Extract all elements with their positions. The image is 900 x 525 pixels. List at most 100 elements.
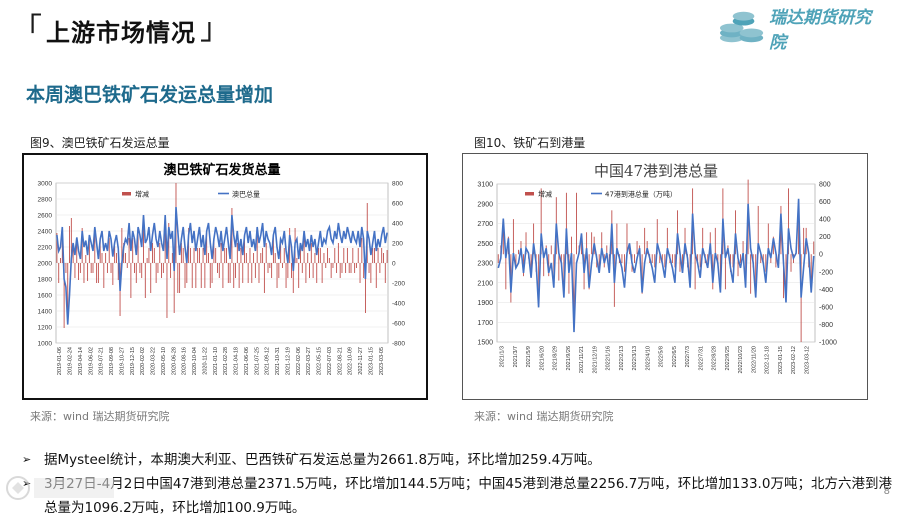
bar-change <box>364 263 366 313</box>
bar-change <box>69 226 70 263</box>
bar-change <box>565 192 567 255</box>
x-tick-label: 2019-09-08 <box>109 347 115 375</box>
bar-change <box>512 219 514 255</box>
bar-change <box>305 263 307 283</box>
bar-change <box>377 248 379 263</box>
bar-change <box>677 210 678 255</box>
bar-change <box>63 263 65 328</box>
x-tick-label: 2022/8/28 <box>712 346 718 370</box>
bar-change <box>586 232 588 255</box>
bar-change <box>543 254 545 277</box>
bar-change <box>202 248 204 263</box>
bar-change <box>263 263 265 293</box>
x-tick-label: 2020-11-22 <box>202 347 208 375</box>
bar-change <box>788 188 789 255</box>
bar-change <box>755 254 757 285</box>
bar-change <box>772 236 774 255</box>
x-tick-label: 2020-08-16 <box>182 347 188 375</box>
bar-change <box>153 248 155 263</box>
bar-change <box>629 245 630 255</box>
x-tick-label: 2022/7/3 <box>685 346 691 367</box>
x-tick-label: 2021/5/9 <box>526 346 532 367</box>
y-left-tick-label: 3000 <box>38 181 53 188</box>
bar-change <box>588 254 590 290</box>
fig10-caption: 图10、铁矿石到港量 <box>474 136 586 150</box>
y-right-tick-label: 600 <box>819 199 831 206</box>
bar-change <box>173 263 175 313</box>
bar-change <box>265 243 267 263</box>
bar-change <box>238 263 240 288</box>
bar-change <box>505 254 507 290</box>
bar-change <box>327 248 329 263</box>
section-header: 「 上游市场情况 」 <box>12 10 230 50</box>
bar-change <box>548 254 550 277</box>
bar-change <box>636 241 638 255</box>
bar-change <box>296 258 298 263</box>
bar-change <box>166 263 168 318</box>
y-right-tick-label: -200 <box>392 281 405 288</box>
bar-change <box>269 263 271 268</box>
bar-change <box>164 218 166 263</box>
bar-change <box>126 263 128 268</box>
bar-change <box>222 263 224 288</box>
bar-change <box>191 263 193 288</box>
bar-change <box>85 255 87 263</box>
summary-bullets: ➢ 据Mysteel统计，本期澳大利亚、巴西铁矿石发运总量为2661.8万吨，环… <box>22 448 892 520</box>
bar-change <box>87 263 89 281</box>
x-tick-label: 2019-06-02 <box>88 347 94 375</box>
bar-change <box>813 241 815 255</box>
bar-change <box>550 245 552 255</box>
x-tick-label: 2020-03-22 <box>151 347 157 375</box>
bar-change <box>765 254 767 272</box>
bar-change <box>247 263 249 283</box>
bar-change <box>235 263 236 278</box>
bar-change <box>283 248 285 263</box>
bar-change <box>67 263 69 310</box>
bar-change <box>267 263 269 273</box>
bar-change <box>303 238 305 263</box>
y-right-tick-label: 0 <box>819 252 823 259</box>
x-tick-label: 2019-01-06 <box>57 347 63 375</box>
bar-change <box>217 263 218 273</box>
y-left-tick-label: 2800 <box>38 197 53 204</box>
x-tick-label: 2021-12-19 <box>285 347 291 375</box>
bar-change <box>533 223 535 255</box>
bar-change <box>348 263 350 273</box>
x-tick-label: 2021/3/7 <box>513 346 519 367</box>
x-tick-label: 2022/10/23 <box>738 346 744 374</box>
watermark-logo <box>4 472 119 522</box>
bar-change <box>357 248 359 263</box>
bar-change <box>76 241 78 263</box>
bar-change <box>97 263 99 283</box>
bar-change <box>641 254 643 294</box>
bar-change <box>336 263 338 273</box>
bar-change <box>137 228 139 263</box>
bar-change <box>281 263 283 268</box>
x-tick-label: 2020-05-10 <box>161 347 167 375</box>
bar-change <box>272 238 274 263</box>
bar-change <box>143 223 144 263</box>
page-subtitle: 本周澳巴铁矿石发运总量增加 <box>26 84 274 106</box>
bar-change <box>339 263 341 278</box>
y-right-tick-label: 400 <box>392 221 403 228</box>
x-tick-label: 2021/12/19 <box>592 346 598 374</box>
bar-change <box>810 254 812 290</box>
bar-change <box>502 219 504 255</box>
bar-change <box>171 253 173 263</box>
bar-change <box>325 263 327 268</box>
y-right-tick-label: 800 <box>392 181 403 188</box>
x-tick-label: 2022-07-03 <box>327 347 333 375</box>
x-tick-label: 2021/9/26 <box>566 346 572 370</box>
x-tick-label: 2023-03-12 <box>804 346 810 374</box>
fig9-caption: 图9、澳巴铁矿石发运总量 <box>30 136 170 150</box>
y-right-tick-label: 0 <box>392 261 396 268</box>
bar-change <box>386 250 388 263</box>
bar-change <box>208 253 209 263</box>
bar-change <box>146 258 148 263</box>
y-right-tick-label: 800 <box>819 182 831 189</box>
bar-change <box>558 254 560 281</box>
y-left-tick-label: 1200 <box>38 325 53 332</box>
x-tick-label: 2022/5/8 <box>659 346 665 367</box>
x-tick-label: 2019-10-27 <box>119 347 125 375</box>
bullet-arrow-icon: ➢ <box>22 453 32 466</box>
